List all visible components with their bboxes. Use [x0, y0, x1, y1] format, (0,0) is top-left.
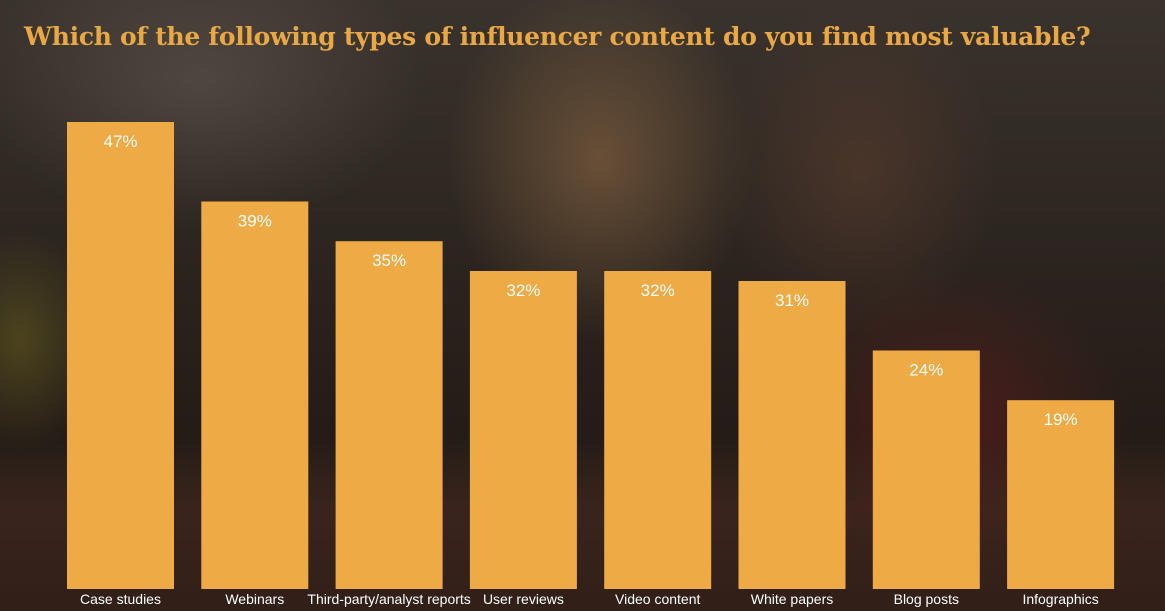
category-label: Third-party/analyst reports	[307, 591, 470, 607]
category-label: Case studies	[80, 591, 161, 607]
category-label: Blog posts	[894, 591, 959, 607]
category-label: Video content	[615, 591, 700, 607]
bar-3	[469, 271, 577, 589]
bar-value-label: 32%	[641, 281, 675, 300]
bar-value-label: 31%	[775, 291, 809, 310]
bar-value-label: 35%	[372, 251, 406, 270]
bar-4	[604, 271, 712, 589]
bar-6	[872, 350, 980, 589]
bar-value-label: 47%	[103, 132, 137, 151]
bar-5	[738, 281, 846, 589]
bar-value-label: 19%	[1044, 410, 1078, 429]
bar-7	[1007, 400, 1115, 589]
bar-1	[201, 201, 309, 589]
bar-2	[335, 241, 443, 589]
category-label: Webinars	[225, 591, 284, 607]
bar-value-label: 39%	[238, 212, 272, 231]
bar-value-label: 32%	[506, 281, 540, 300]
category-label: Infographics	[1022, 591, 1098, 607]
bars-group	[67, 122, 1115, 589]
category-labels-group: Case studies Webinars Third-party/analyst …	[80, 591, 1099, 607]
chart-title: Which of the following types of influenc…	[24, 22, 1091, 51]
bar-value-label: 24%	[909, 361, 943, 380]
category-label: User reviews	[483, 591, 564, 607]
category-label: White papers	[751, 591, 833, 607]
value-labels-group: 47% 39% 35% 32% 32% 31% 24% 19%	[103, 132, 1077, 429]
bar-0	[67, 122, 174, 589]
